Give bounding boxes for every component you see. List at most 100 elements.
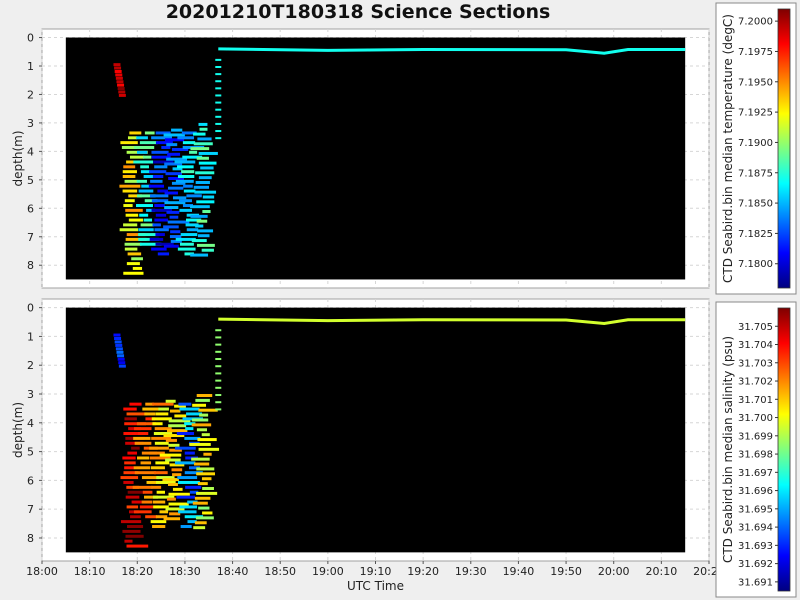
- profile-cell: [158, 407, 169, 411]
- profile-cell: [141, 500, 153, 504]
- profile-cell: [129, 402, 142, 406]
- profile-cell: [139, 242, 162, 246]
- colorbar-tick-label: 31.698: [738, 450, 773, 461]
- profile-cell: [122, 529, 141, 533]
- y-axis-label: depth(m): [11, 402, 25, 458]
- profile-cell: [137, 194, 156, 198]
- colorbar-tick-label: 31.705: [738, 322, 773, 333]
- profile-cell: [197, 234, 210, 238]
- profile-cell: [171, 181, 186, 185]
- surface-track: [218, 317, 686, 325]
- profile-cell: [215, 343, 222, 346]
- profile-cell: [193, 132, 206, 136]
- profile-cell: [176, 432, 195, 436]
- colorbar-tick-label: 31.703: [738, 358, 773, 369]
- colorbar-tick-label: 7.1975: [738, 47, 773, 58]
- profile-cell: [134, 441, 152, 445]
- profile-cell: [136, 179, 147, 183]
- profile-cell: [128, 218, 143, 222]
- profile-cell: [154, 218, 169, 222]
- profile-cell: [136, 136, 148, 140]
- y-tick-label: 0: [27, 32, 34, 45]
- profile-cell: [142, 407, 160, 411]
- profile-cell: [167, 429, 188, 433]
- profile-cell: [168, 419, 191, 423]
- profile-cell: [154, 441, 169, 445]
- x-tick-label: 18:10: [74, 565, 106, 578]
- colorbar-tick-label: 31.692: [738, 559, 773, 570]
- profile-cell: [196, 219, 208, 223]
- x-tick-label: 20:10: [646, 565, 678, 578]
- profile-cell: [175, 237, 196, 241]
- profile-cell: [198, 447, 220, 451]
- profile-cell: [166, 157, 188, 161]
- profile-cell: [153, 432, 173, 436]
- profile-cell: [139, 141, 158, 145]
- colorbar-tick-label: 31.702: [738, 377, 773, 388]
- profile-cell: [167, 220, 190, 224]
- profile-cell: [122, 456, 136, 460]
- profile-cell: [143, 175, 156, 179]
- colorbar-tick-label: 7.1800: [738, 259, 773, 270]
- profile-cell: [197, 137, 212, 141]
- profile-cell: [171, 128, 183, 132]
- profile-cell: [131, 500, 142, 504]
- profile-cell: [182, 141, 196, 145]
- profile-cell: [121, 145, 137, 149]
- profile-cell: [183, 189, 196, 193]
- profile-cell: [124, 179, 138, 183]
- profile-cell: [190, 253, 209, 257]
- profile-cell: [164, 201, 186, 205]
- profile-cell: [137, 150, 148, 154]
- profile-cell: [215, 130, 222, 133]
- x-tick-label: 19:40: [503, 565, 535, 578]
- profile-cell: [126, 412, 148, 416]
- profile-cell: [164, 191, 178, 195]
- x-tick-label: 18:00: [26, 565, 58, 578]
- profile-cell: [195, 224, 204, 228]
- profile-cell: [129, 510, 139, 514]
- y-tick-label: 3: [27, 117, 34, 130]
- profile-cell: [132, 266, 143, 270]
- colorbar-tick-label: 31.696: [738, 486, 773, 497]
- profile-cell: [145, 417, 156, 421]
- profile-cell: [164, 206, 179, 210]
- profile-cell: [124, 247, 138, 251]
- profile-cell: [146, 208, 156, 212]
- profile-cell: [169, 235, 182, 239]
- profile-cell: [123, 471, 139, 475]
- profile-cell: [154, 228, 169, 232]
- profile-cell: [138, 228, 154, 232]
- surface-track: [218, 47, 686, 55]
- profile-cell: [196, 394, 213, 398]
- profile-cell: [165, 399, 176, 403]
- profile-cell: [146, 480, 157, 484]
- profile-cell: [145, 402, 155, 406]
- profile-cell: [154, 165, 168, 169]
- profile-cell: [115, 76, 123, 80]
- profile-cell: [138, 189, 154, 193]
- profile-cell: [114, 340, 122, 344]
- colorbar-tick-label: 31.691: [738, 577, 773, 588]
- profile-cell: [123, 165, 136, 169]
- colorbar-label: CTD Seabird.bin median temperature (degC…: [721, 14, 735, 283]
- profile-cell: [151, 208, 173, 212]
- profile-cell: [155, 242, 174, 246]
- profile-cell: [163, 244, 179, 248]
- profile-cell: [115, 347, 123, 351]
- profile-cell: [199, 413, 209, 417]
- profile-cell: [144, 131, 155, 135]
- profile-cell: [124, 417, 137, 421]
- profile-cell: [186, 194, 202, 198]
- profile-cell: [149, 456, 171, 460]
- profile-cell: [120, 476, 139, 480]
- profile-cell: [198, 151, 218, 155]
- profile-cell: [149, 446, 169, 450]
- x-tick-label: 19:50: [550, 565, 582, 578]
- profile-cell: [149, 451, 165, 455]
- profile-cell: [150, 520, 167, 524]
- profile-cell: [125, 213, 139, 217]
- x-tick-label: 18:20: [121, 565, 153, 578]
- profile-cell: [166, 210, 180, 214]
- profile-cell: [151, 436, 172, 440]
